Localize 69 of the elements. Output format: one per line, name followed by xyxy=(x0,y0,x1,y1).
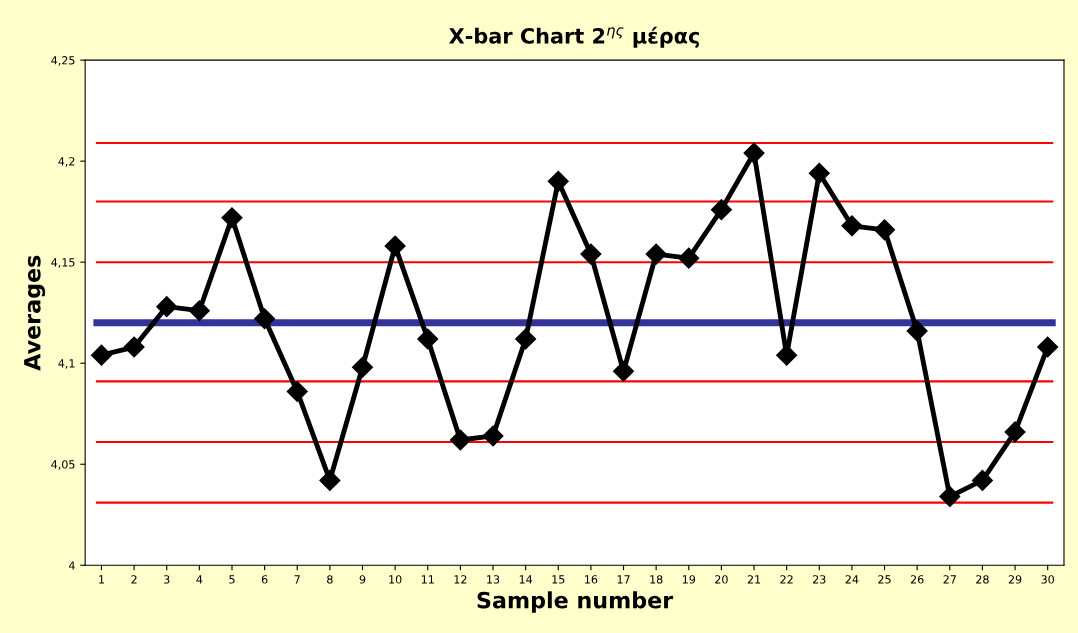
point xyxy=(254,308,276,330)
x-tick-label: 27 xyxy=(943,575,956,584)
y-tick-label: 4 xyxy=(68,561,75,570)
point xyxy=(580,243,602,265)
x-tick-label: 7 xyxy=(294,575,300,584)
x-tick-label: 20 xyxy=(715,575,728,584)
x-tick-label: 24 xyxy=(845,575,859,584)
x-tick-label: 10 xyxy=(389,575,402,584)
point xyxy=(808,162,830,184)
x-tick-label: 17 xyxy=(617,575,630,584)
x-tick-label: 16 xyxy=(585,575,598,584)
point xyxy=(743,142,765,164)
point xyxy=(906,320,928,342)
x-tick-label: 2 xyxy=(131,575,137,584)
point xyxy=(939,486,961,508)
y-tick-label: 4,05 xyxy=(51,460,75,470)
point xyxy=(841,215,863,237)
x-tick-label: 14 xyxy=(519,575,533,584)
point xyxy=(449,429,471,451)
point xyxy=(351,356,374,378)
x-tick-label: 30 xyxy=(1041,575,1054,584)
x-tick-label: 12 xyxy=(454,575,467,584)
chart-title: X-bar Chart 2$^{ης}$ μέρας xyxy=(449,26,699,48)
x-tick-label: 13 xyxy=(487,575,500,584)
y-axis-title: Averages xyxy=(24,255,46,371)
y-tick-label: 4,15 xyxy=(51,258,75,268)
x-tick-label: 5 xyxy=(229,575,235,584)
x-tick-label: 22 xyxy=(780,575,793,584)
x-tick-label: 25 xyxy=(878,575,891,584)
x-tick-label: 1 xyxy=(99,575,104,584)
point xyxy=(286,380,308,403)
point xyxy=(710,199,732,221)
x-tick-label: 26 xyxy=(910,575,924,584)
point xyxy=(1004,421,1026,443)
x-tick-label: 15 xyxy=(552,575,565,584)
point xyxy=(645,243,667,265)
point xyxy=(482,425,504,447)
point xyxy=(776,344,798,366)
point xyxy=(547,170,569,192)
point xyxy=(417,328,439,350)
point xyxy=(515,328,537,350)
y-tick-label: 4,1 xyxy=(58,359,75,369)
y-tick-label: 4,25 xyxy=(51,56,75,66)
point xyxy=(319,469,341,491)
point xyxy=(971,469,993,491)
point xyxy=(874,219,896,241)
point xyxy=(123,336,145,358)
point xyxy=(612,360,635,382)
point xyxy=(1037,336,1059,358)
point xyxy=(678,247,700,269)
x-tick-label: 23 xyxy=(813,575,826,584)
point xyxy=(156,296,178,318)
x-tick-label: 9 xyxy=(359,575,366,584)
point xyxy=(221,207,243,229)
x-tick-label: 8 xyxy=(327,575,333,584)
x-tick-label: 21 xyxy=(747,575,761,584)
x-axis-title: Sample number xyxy=(477,591,674,613)
point xyxy=(90,344,112,366)
x-tick-label: 18 xyxy=(650,575,663,584)
x-tick-label: 3 xyxy=(164,575,170,584)
point xyxy=(384,235,406,257)
x-tick-label: 4 xyxy=(196,575,203,584)
x-tick-label: 19 xyxy=(682,575,696,584)
x-tick-label: 6 xyxy=(261,575,268,584)
x-tick-label: 11 xyxy=(421,575,434,584)
x-tick-label: 29 xyxy=(1008,575,1022,584)
x-tick-label: 28 xyxy=(976,575,989,584)
y-tick-label: 4,2 xyxy=(58,157,75,167)
point xyxy=(188,300,210,322)
